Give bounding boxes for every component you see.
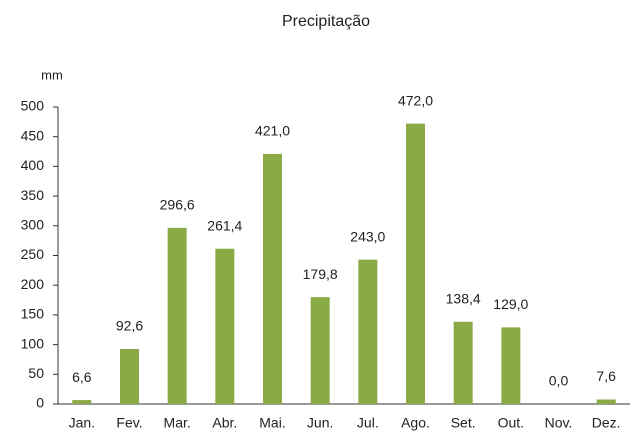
x-tick-label: Jul. <box>357 415 379 431</box>
value-label: 7,6 <box>596 368 616 384</box>
y-tick-label: 0 <box>36 395 44 411</box>
value-label: 179,8 <box>303 266 338 282</box>
value-label: 421,0 <box>255 123 290 139</box>
y-tick-label: 50 <box>28 365 44 381</box>
y-tick-label: 400 <box>21 157 45 173</box>
x-tick-label: Jan. <box>69 415 95 431</box>
y-tick-label: 350 <box>21 187 45 203</box>
y-tick-label: 450 <box>21 127 45 143</box>
bar <box>263 153 282 404</box>
bar <box>120 348 139 404</box>
value-label: 296,6 <box>160 197 195 213</box>
y-tick-label: 250 <box>21 246 45 262</box>
chart-title: Precipitação <box>282 13 370 30</box>
bar <box>167 227 187 404</box>
x-tick-label: Fev. <box>116 415 142 431</box>
bar <box>72 400 92 404</box>
value-label: 261,4 <box>207 217 242 233</box>
x-tick-label: Set. <box>451 415 476 431</box>
bar <box>310 297 330 404</box>
y-tick-label: 150 <box>21 306 45 322</box>
value-label: 129,0 <box>493 296 528 312</box>
y-tick-label: 200 <box>21 276 45 292</box>
value-label: 6,6 <box>72 369 92 385</box>
x-tick-label: Nov. <box>545 415 573 431</box>
value-label: 243,0 <box>350 228 385 244</box>
x-tick-label: Jun. <box>307 415 333 431</box>
y-axis-label: mm <box>41 67 63 82</box>
bar <box>453 321 473 404</box>
bar <box>501 327 521 404</box>
x-tick-label: Out. <box>498 415 524 431</box>
bar <box>406 123 425 404</box>
x-tick-label: Ago. <box>401 415 430 431</box>
y-tick-label: 500 <box>21 98 45 114</box>
value-label: 472,0 <box>398 92 433 108</box>
y-tick-label: 300 <box>21 217 45 233</box>
bar <box>596 399 616 404</box>
y-tick-label: 100 <box>21 335 45 351</box>
x-tick-label: Mai. <box>259 415 285 431</box>
value-label: 138,4 <box>446 290 481 306</box>
value-label: 92,6 <box>116 318 143 334</box>
x-tick-label: Abr. <box>212 415 237 431</box>
bar <box>358 259 378 404</box>
value-label: 0,0 <box>549 373 569 389</box>
bar <box>215 248 235 404</box>
x-tick-label: Mar. <box>164 415 191 431</box>
x-tick-label: Dez. <box>592 415 621 431</box>
